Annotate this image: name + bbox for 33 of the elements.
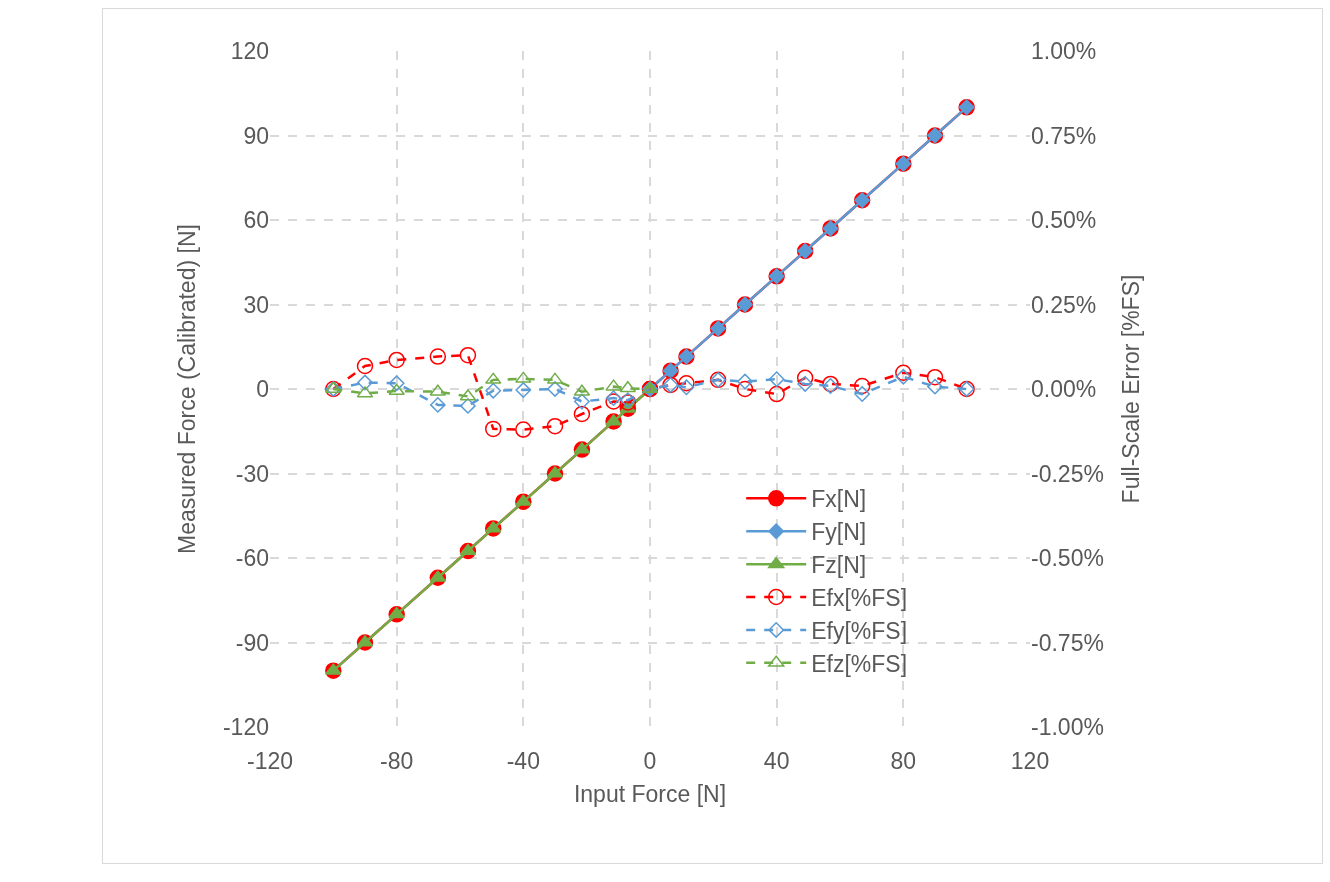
x-tick-label: -40 — [506, 748, 540, 774]
y-tick-label: 0 — [256, 376, 269, 403]
y-tick-label: 30 — [243, 291, 269, 318]
y-axis-title: Measured Force (Calibrated) [N] — [174, 224, 201, 554]
y-tick-label: 90 — [243, 122, 269, 149]
y2-tick-label: -0.75% — [1031, 629, 1104, 656]
y2-tick-label: 0.75% — [1031, 122, 1097, 149]
x-tick-label: 40 — [763, 748, 790, 774]
y2-tick-label: -0.50% — [1031, 545, 1104, 572]
legend-label: Efz[%FS] — [811, 650, 908, 677]
y2-axis-title: Full-Scale Error [%FS] — [1118, 274, 1145, 504]
y-tick-label: -90 — [235, 629, 269, 656]
y-tick-label: -30 — [235, 460, 269, 487]
y2-tick-label: -1.00% — [1031, 714, 1104, 741]
y2-tick-label: 0.00% — [1031, 376, 1097, 403]
y2-tick-label: 1.00% — [1031, 38, 1097, 65]
y-tick-label: 60 — [243, 207, 269, 234]
x-tick-label: -80 — [380, 748, 414, 774]
legend-label: Efy[%FS] — [811, 617, 908, 644]
y2-tick-label: -0.25% — [1031, 460, 1104, 487]
x-tick-label: 120 — [1010, 748, 1050, 774]
y-tick-label: 120 — [230, 38, 269, 65]
y-tick-label: -120 — [222, 714, 269, 741]
y2-tick-label: 0.50% — [1031, 207, 1097, 234]
legend-label: Fy[N] — [811, 519, 867, 546]
x-tick-label: 0 — [643, 748, 657, 774]
legend-label: Efx[%FS] — [811, 585, 908, 611]
y-tick-label: -60 — [235, 545, 269, 572]
y2-tick-label: 0.25% — [1031, 291, 1097, 318]
legend-label: Fz[N] — [811, 552, 867, 579]
x-tick-label: 80 — [890, 748, 917, 774]
x-axis-title: Input Force [N] — [573, 780, 727, 807]
legend-label: Fx[N] — [811, 486, 867, 513]
